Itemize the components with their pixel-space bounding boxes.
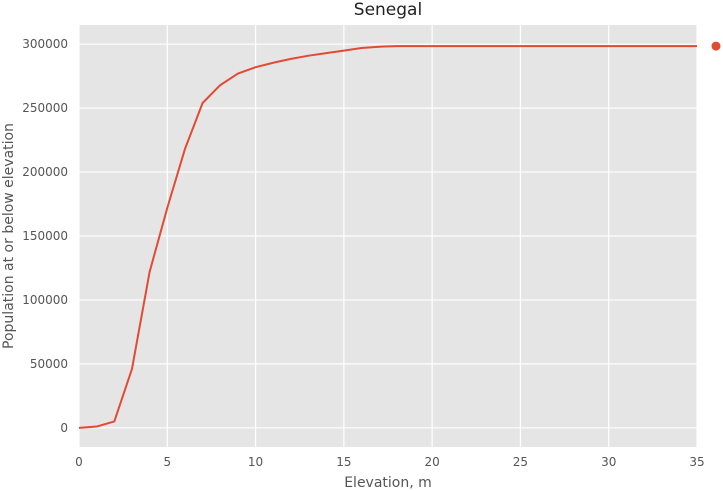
x-tick-label: 5 — [163, 455, 171, 469]
series-line — [78, 45, 697, 429]
x-axis-label: Elevation, m — [344, 475, 432, 491]
y-tick-labels: 0 50000 100000 150000 200000 250000 300000 — [22, 37, 68, 435]
x-tick-label: 10 — [248, 455, 263, 469]
y-tick-label: 100000 — [22, 293, 68, 307]
x-tick-label: 35 — [689, 455, 704, 469]
y-axis-label: Population at or below elevation — [1, 123, 17, 349]
x-tick-label: 20 — [425, 455, 440, 469]
y-tick-label: 0 — [60, 421, 68, 435]
x-tick-label: 0 — [75, 455, 83, 469]
end-point-marker — [711, 41, 721, 51]
grid-lines — [78, 25, 698, 447]
chart-title: Senegal — [354, 0, 422, 20]
y-tick-label: 300000 — [22, 37, 68, 51]
y-tick-label: 150000 — [22, 229, 68, 243]
y-tick-label: 250000 — [22, 101, 68, 115]
x-tick-label: 30 — [601, 455, 616, 469]
y-tick-label: 200000 — [22, 165, 68, 179]
y-tick-label: 50000 — [30, 357, 68, 371]
x-tick-label: 15 — [336, 455, 351, 469]
x-tick-label: 25 — [513, 455, 528, 469]
x-tick-labels: 0 5 10 15 20 25 30 35 — [75, 455, 704, 469]
series-layer — [78, 41, 721, 429]
